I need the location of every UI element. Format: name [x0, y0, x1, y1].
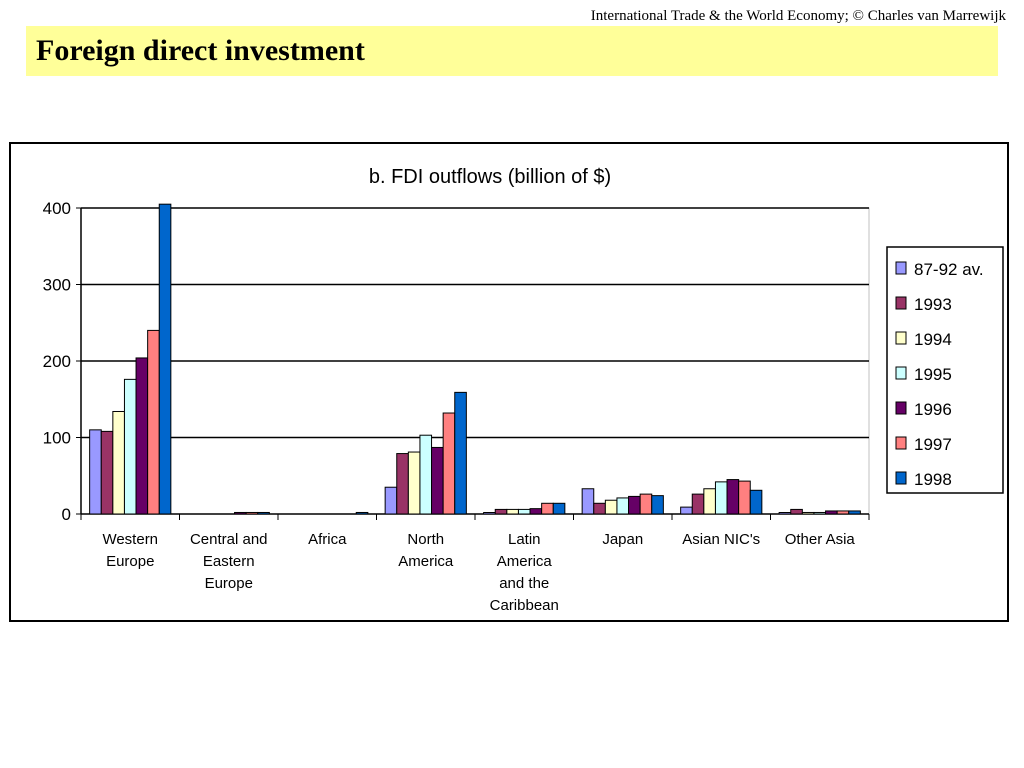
bar	[628, 495, 641, 515]
bar	[552, 502, 566, 515]
page-title: Foreign direct investment	[36, 34, 365, 67]
y-tick-label: 400	[43, 199, 71, 218]
bar	[778, 512, 792, 515]
legend-swatch	[895, 436, 907, 450]
bar	[529, 508, 543, 515]
bar	[836, 510, 850, 515]
bar	[147, 329, 160, 515]
bar	[616, 497, 630, 515]
bar	[483, 512, 496, 515]
bar	[158, 203, 172, 515]
bar	[790, 508, 803, 515]
chart-title: b. FDI outflows (billion of $)	[369, 166, 611, 188]
copyright-credit: International Trade & the World Economy;…	[590, 8, 1006, 24]
legend-swatch	[895, 401, 907, 415]
y-tick-label: 300	[43, 276, 71, 295]
legend-label: 1998	[914, 470, 952, 489]
legend-label: 1997	[914, 435, 952, 454]
bar	[639, 493, 653, 515]
bar	[442, 412, 456, 515]
legend-swatch	[895, 296, 907, 310]
bar	[593, 502, 606, 515]
bar	[257, 511, 270, 515]
bar	[691, 493, 705, 515]
bar	[680, 506, 693, 515]
legend-swatch	[895, 261, 907, 275]
bar	[431, 446, 444, 515]
x-tick-label: Other Asia	[785, 531, 856, 548]
bar	[714, 481, 728, 515]
bar	[726, 479, 740, 515]
bar	[355, 511, 369, 515]
bar	[517, 508, 531, 515]
bar	[825, 510, 838, 515]
bar	[407, 451, 421, 515]
legend-label: 1995	[914, 365, 952, 384]
bar	[396, 453, 409, 515]
legend-label: 87-92 av.	[914, 260, 984, 279]
bar	[813, 511, 827, 515]
x-tick-label: Africa	[308, 531, 347, 548]
x-tick-label: Japan	[602, 531, 643, 548]
bar	[506, 508, 519, 515]
legend-label: 1996	[914, 400, 952, 419]
legend-swatch	[895, 471, 907, 485]
bar	[384, 486, 398, 515]
bar	[89, 429, 102, 515]
bar	[245, 511, 259, 515]
y-tick-label: 100	[43, 429, 71, 448]
y-tick-label: 0	[62, 505, 71, 524]
bar	[749, 489, 763, 515]
legend-label: 1994	[914, 330, 952, 349]
x-tick-label: Western Europe	[102, 531, 158, 570]
bar	[581, 488, 595, 515]
x-tick-label: Central and Eastern Europe	[190, 531, 268, 592]
bar	[848, 510, 861, 515]
legend-swatch	[895, 331, 907, 345]
bar	[604, 499, 618, 515]
bar	[801, 511, 815, 515]
fdi-outflows-chart: b. FDI outflows (billion of $) 0 100 200 300…	[43, 166, 1004, 614]
bar	[100, 430, 114, 515]
bar	[703, 488, 716, 515]
x-tick-label: Latin America and the Caribbean	[490, 531, 559, 614]
bar	[135, 357, 149, 515]
bar	[651, 495, 664, 515]
bar	[541, 502, 554, 515]
bar	[112, 410, 125, 515]
bar	[454, 391, 467, 515]
x-tick-label: Asian NIC's	[682, 531, 760, 548]
bar	[419, 434, 433, 515]
legend-swatch	[895, 366, 907, 380]
bar	[234, 511, 247, 515]
x-tick-label: North America	[398, 531, 454, 570]
bar	[123, 378, 137, 515]
chart-frame: b. FDI outflows (billion of $) 0 100 200 300…	[9, 142, 1009, 622]
title-band: Foreign direct investment	[26, 26, 998, 76]
y-tick-label: 200	[43, 352, 71, 371]
bar	[494, 508, 508, 515]
legend-label: 1993	[914, 295, 952, 314]
bar	[738, 480, 751, 515]
